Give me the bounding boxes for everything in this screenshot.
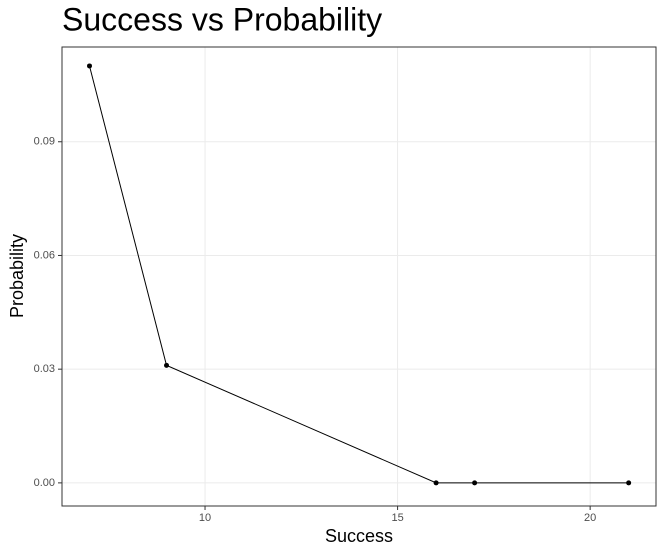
point <box>433 480 439 486</box>
y-axis-label: Probability <box>7 234 27 318</box>
y-tick-label: 0.06 <box>34 249 55 261</box>
x-tick-label: 15 <box>391 512 403 524</box>
point <box>626 480 632 486</box>
point <box>164 362 170 368</box>
x-tick-label: 10 <box>199 512 211 524</box>
x-tick-label: 20 <box>584 512 596 524</box>
y-tick-label: 0.03 <box>34 363 55 375</box>
point <box>472 480 478 486</box>
x-axis-label: Success <box>325 526 393 546</box>
y-tick-label: 0.00 <box>34 477 55 489</box>
y-tick-label: 0.09 <box>34 136 55 148</box>
plot-border <box>61 46 657 507</box>
point <box>86 63 92 69</box>
chart-title: Success vs Probability <box>62 1 382 37</box>
